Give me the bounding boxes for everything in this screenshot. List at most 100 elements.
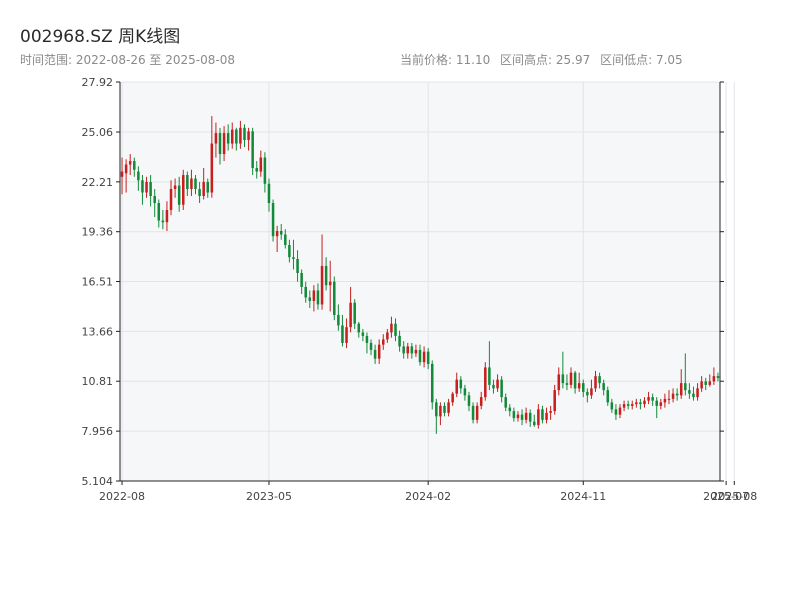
candle-body xyxy=(426,351,430,364)
candle-body xyxy=(659,402,663,406)
candle xyxy=(439,402,442,426)
candle xyxy=(492,379,495,394)
candle-body xyxy=(488,367,491,385)
candle-body xyxy=(614,409,618,415)
candle-body xyxy=(606,390,610,403)
candle xyxy=(157,199,161,228)
candle xyxy=(226,124,230,151)
candle xyxy=(124,159,128,193)
candle-body xyxy=(341,325,344,343)
x-tick-label: 2023-05 xyxy=(246,490,292,503)
candle-body xyxy=(386,332,389,340)
candle-body xyxy=(594,376,597,389)
candle xyxy=(675,388,679,401)
candle-body xyxy=(137,171,140,181)
candle-body xyxy=(675,393,679,396)
candle-body xyxy=(353,302,356,324)
x-tick-label: 2024-02 xyxy=(405,490,451,503)
candle xyxy=(337,304,340,331)
candle xyxy=(635,398,638,408)
candle-body xyxy=(528,412,532,422)
candle xyxy=(137,166,140,191)
candle-body xyxy=(124,164,128,174)
candle xyxy=(141,175,144,205)
candle-body xyxy=(243,127,246,141)
candle xyxy=(165,201,169,231)
candle xyxy=(602,379,605,396)
candle xyxy=(708,374,712,387)
candle xyxy=(610,398,614,413)
candle xyxy=(324,257,328,291)
candle-body xyxy=(320,265,324,305)
candle xyxy=(365,332,369,354)
candle-body xyxy=(382,339,385,345)
candle-body xyxy=(214,133,218,144)
candle xyxy=(569,367,573,389)
x-tick-label: 2022-08 xyxy=(99,490,145,503)
candle-body xyxy=(557,374,561,391)
y-tick-label: 5.104 xyxy=(82,475,114,488)
candle-body xyxy=(630,404,634,406)
candle xyxy=(712,367,716,385)
candle-body xyxy=(222,133,226,155)
candle-body xyxy=(128,161,132,165)
y-tick-label: 19.36 xyxy=(82,226,114,239)
candle-body xyxy=(235,129,238,144)
candle-body xyxy=(173,185,177,190)
x-tick-label: 2025-08 xyxy=(711,490,757,503)
candle xyxy=(471,402,475,424)
candle-body xyxy=(308,297,312,301)
candle xyxy=(679,369,683,399)
candle xyxy=(275,225,279,252)
candle xyxy=(422,346,426,368)
candle xyxy=(688,383,691,399)
candle-body xyxy=(496,379,499,389)
candle xyxy=(128,154,132,176)
candle-body xyxy=(704,381,707,385)
candle-body xyxy=(541,409,544,420)
candle xyxy=(361,328,365,342)
candle xyxy=(222,126,226,162)
candle xyxy=(190,169,193,197)
candle-body xyxy=(520,414,524,420)
candle xyxy=(357,321,361,338)
candle xyxy=(263,152,267,193)
candle xyxy=(271,199,275,242)
candle xyxy=(308,290,312,308)
candle xyxy=(528,409,532,427)
y-tick-label: 7.956 xyxy=(82,425,114,438)
candle xyxy=(267,178,271,212)
y-tick-label: 25.06 xyxy=(82,126,114,139)
candle-body xyxy=(239,127,242,144)
candle xyxy=(467,391,471,412)
candle-body xyxy=(679,383,683,396)
candle-body xyxy=(479,397,483,406)
candle xyxy=(557,367,561,396)
candle-body xyxy=(610,402,614,410)
candle xyxy=(586,388,589,403)
candle-body xyxy=(288,244,291,258)
candle xyxy=(496,374,499,392)
candle xyxy=(206,178,210,198)
candle-body xyxy=(671,393,675,399)
candle xyxy=(214,122,218,158)
candle-body xyxy=(524,412,528,420)
candle-body xyxy=(251,131,254,169)
candle xyxy=(692,386,695,401)
candle-body xyxy=(292,257,295,259)
candle xyxy=(700,376,703,392)
candle-body xyxy=(504,397,507,408)
candle xyxy=(169,180,173,216)
candle xyxy=(284,229,287,249)
candle-body xyxy=(324,265,328,286)
candle xyxy=(402,341,405,359)
candle xyxy=(667,390,671,405)
candle-body xyxy=(296,258,299,273)
candle xyxy=(394,318,397,342)
candle xyxy=(202,168,205,200)
candle xyxy=(353,299,356,329)
candle-body xyxy=(165,210,169,223)
candle-body xyxy=(149,182,152,197)
candle-body xyxy=(218,133,222,155)
